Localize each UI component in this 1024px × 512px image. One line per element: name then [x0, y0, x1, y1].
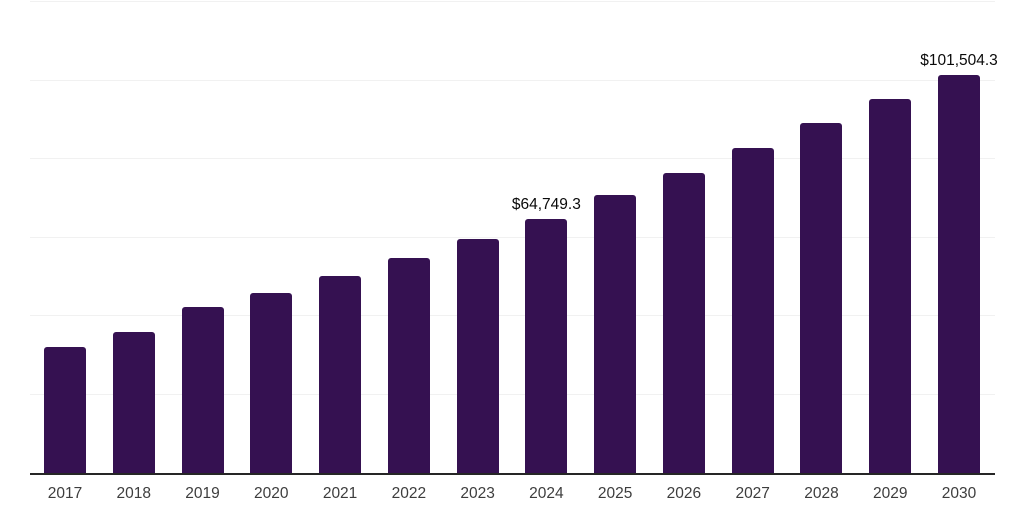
- gridline: [30, 236, 995, 238]
- x-tick-label-2022: 2022: [391, 485, 427, 502]
- x-tick-label-2029: 2029: [872, 485, 908, 502]
- bar-2021: [319, 275, 362, 473]
- bar-2022: [387, 257, 430, 473]
- bar-value-label-2024: $64,749.3: [511, 195, 581, 213]
- gridline: [30, 315, 995, 316]
- x-tick-label-2026: 2026: [666, 485, 702, 502]
- bar-2025: [594, 195, 637, 473]
- x-tick-label-2023: 2023: [460, 485, 495, 502]
- bar-2017: [44, 347, 86, 473]
- x-tick-label-2020: 2020: [254, 485, 289, 502]
- x-tick-label-2017: 2017: [47, 485, 83, 502]
- bar-2029: [869, 99, 912, 473]
- x-tick-label-2025: 2025: [597, 485, 633, 502]
- bar-2019: [181, 306, 224, 473]
- x-tick-label-2024: 2024: [529, 485, 564, 502]
- x-axis-line: [30, 473, 995, 475]
- gridline: [30, 158, 995, 159]
- bar-value-label-2030: $101,504.3: [920, 51, 998, 69]
- plot-area: $64,749.3 $101,504.3: [30, 1, 998, 473]
- gridline: [30, 79, 995, 81]
- bar-2020: [250, 293, 293, 473]
- x-tick-label-2027: 2027: [735, 485, 770, 502]
- gridline: [30, 393, 995, 395]
- bar-2028: [800, 123, 843, 473]
- bar-2018: [112, 332, 155, 473]
- bar-2026: [662, 173, 705, 473]
- x-tick-label-2030: 2030: [941, 485, 977, 502]
- bar-2027: [731, 148, 774, 473]
- x-axis-labels: 2017 2018 2019 2020 2021 2022 2023 2024 2025 2026…: [0, 484, 1024, 504]
- bar-2024: [525, 218, 568, 473]
- x-tick-label-2019: 2019: [185, 485, 220, 502]
- x-tick-label-2021: 2021: [322, 485, 358, 502]
- gridline: [30, 1, 995, 2]
- bar-2023: [456, 239, 499, 473]
- x-tick-label-2028: 2028: [804, 485, 839, 502]
- bar-2030: [938, 74, 980, 473]
- x-tick-label-2018: 2018: [116, 485, 152, 502]
